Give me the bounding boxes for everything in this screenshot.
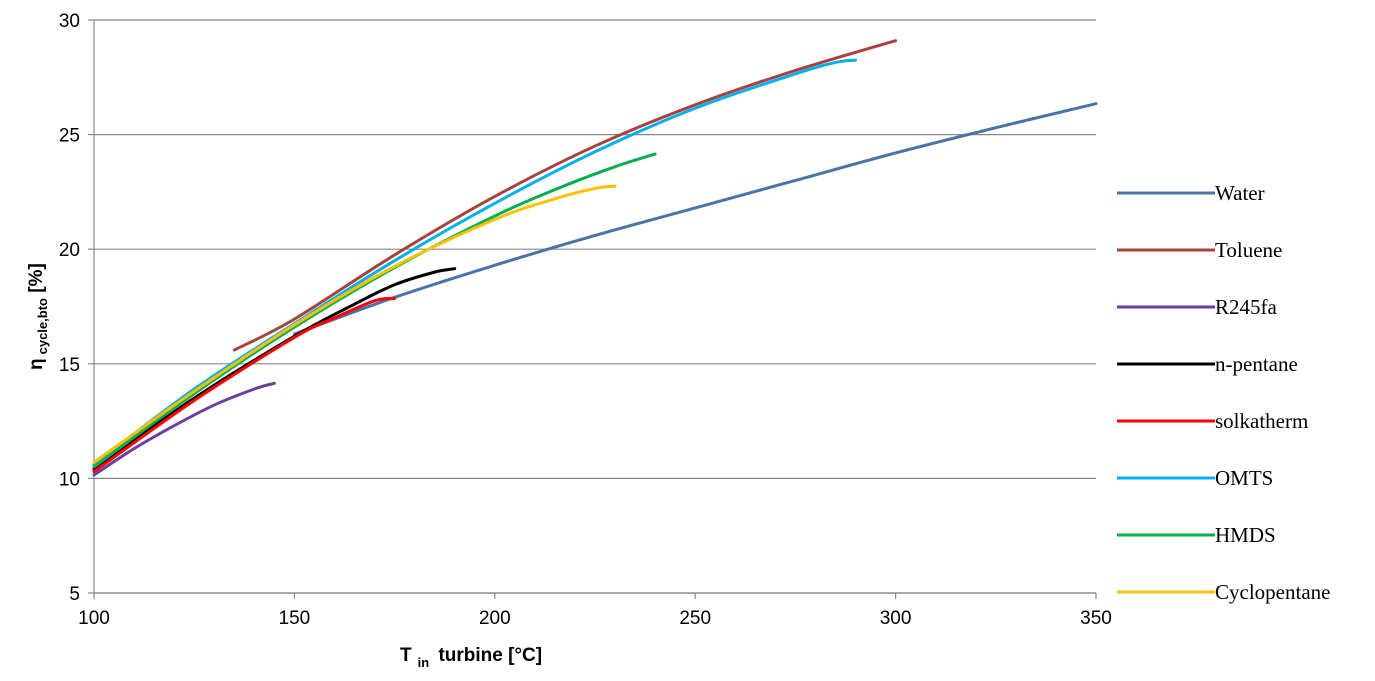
x-tick-label: 300 [880, 608, 912, 629]
legend-label-solkatherm: solkatherm [1215, 409, 1308, 433]
series-line-omts [92, 58, 858, 467]
series-line-toluene [232, 39, 898, 352]
legend-label-n-pentane: n-pentane [1215, 352, 1298, 376]
y-axis-title: ηcycle,bto [%] [26, 263, 50, 370]
y-tick-label: 5 [69, 584, 80, 605]
gridlines [94, 19, 1096, 594]
y-tick-label: 15 [59, 355, 80, 376]
x-tick-label: 200 [479, 608, 511, 629]
series-lines [92, 39, 1098, 477]
series-line-solkatherm [92, 296, 397, 474]
x-tick-label: 250 [679, 608, 711, 629]
legend-label-r245fa: R245fa [1215, 295, 1278, 319]
legend-label-toluene: Toluene [1215, 238, 1282, 262]
series-line-n-pentane [92, 267, 457, 471]
series-line-r245fa [92, 381, 276, 477]
y-tick-label: 20 [59, 240, 80, 261]
series-line-hmds [92, 152, 657, 469]
legend: Water Toluene R245fa n-pentane solkatherm OMT… [1117, 181, 1330, 604]
x-tick-label: 350 [1080, 608, 1112, 629]
legend-label-water: Water [1215, 181, 1265, 205]
x-tick-label: 100 [78, 608, 110, 629]
x-tick-label: 150 [279, 608, 311, 629]
legend-label-cyclopentane: Cyclopentane [1215, 580, 1330, 604]
axes: 5 10 15 20 25 30 100 150 200 250 300 350 [59, 11, 1112, 629]
series-line-water [292, 102, 1098, 336]
y-tick-label: 25 [59, 126, 80, 147]
legend-label-omts: OMTS [1215, 466, 1273, 490]
legend-label-hmds: HMDS [1215, 523, 1276, 547]
y-tick-label: 30 [59, 11, 80, 32]
y-tick-label: 10 [59, 469, 80, 490]
series-line-cyclopentane [92, 184, 617, 464]
